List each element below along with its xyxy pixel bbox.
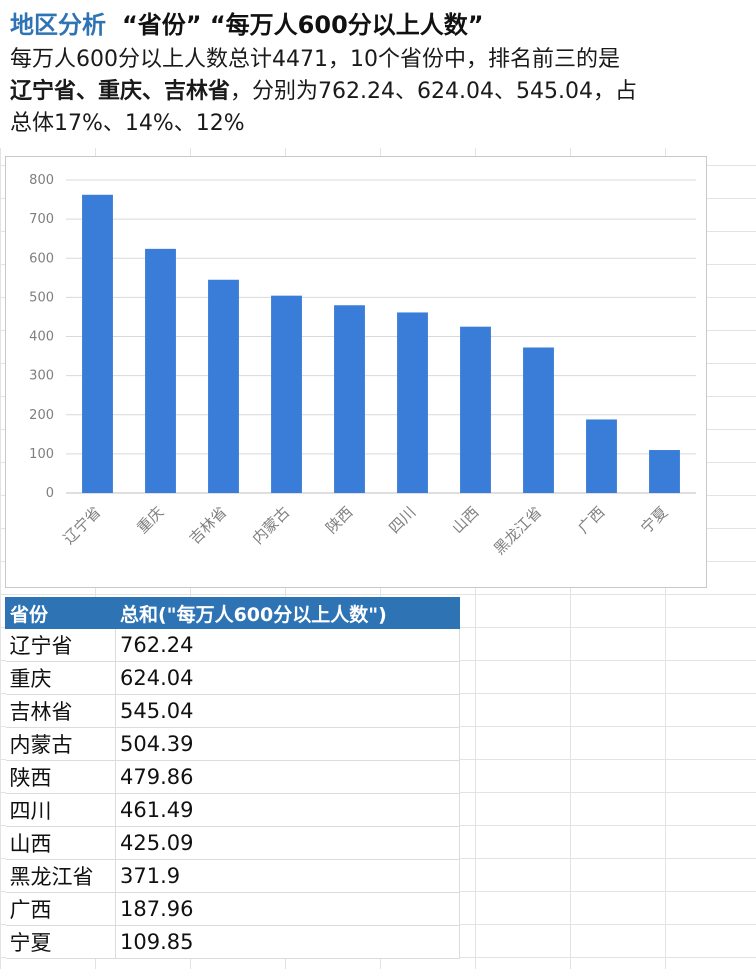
y-tick-label: 600 [29,251,54,266]
x-tick-label: 四川 [385,503,419,537]
x-tick-label: 吉林省 [186,503,231,548]
x-tick-label: 重庆 [133,503,167,537]
column-header-total[interactable]: 总和("每万人600分以上人数") [115,597,460,629]
x-tick-label: 内蒙古 [249,503,294,548]
table-row: 宁夏 109.85 [5,925,460,959]
y-tick-label: 800 [29,173,54,188]
table-row: 吉林省 545.04 [5,694,460,728]
y-tick-label: 100 [29,447,54,462]
cell-province[interactable]: 广西 [5,892,116,926]
cell-province[interactable]: 山西 [5,826,116,860]
table-header-row: 省份 总和("每万人600分以上人数") [5,597,460,629]
analysis-header: 地区分析 “省份” “每万人600分以上人数” 每万人600分以上人数总计447… [0,0,756,148]
summary-text: 每万人600分以上人数总计4471，10个省份中，排名前三的是 辽宁省、重庆、吉… [10,44,746,140]
bar[interactable] [334,305,365,493]
y-tick-label: 700 [29,212,54,227]
bar[interactable] [397,312,428,493]
cell-total[interactable]: 624.04 [115,661,460,695]
bar-chart[interactable]: 0 100 200 300 400 500 600 700 800 辽宁省 重庆 吉林省 内蒙古 陕西 四川… [5,156,707,588]
y-tick-label: 500 [29,290,54,305]
table-row: 辽宁省 762.24 [5,628,460,662]
cell-province[interactable]: 辽宁省 [5,628,116,662]
cell-province[interactable]: 吉林省 [5,694,116,728]
bar[interactable] [649,450,680,493]
cell-province[interactable]: 黑龙江省 [5,859,116,893]
data-table: 省份 总和("每万人600分以上人数") 辽宁省 762.24 重庆 624.04 吉林… [5,597,460,959]
cell-total[interactable]: 425.09 [115,826,460,860]
table-row: 黑龙江省 371.9 [5,859,460,893]
cell-total[interactable]: 479.86 [115,760,460,794]
table-row: 内蒙古 504.39 [5,727,460,761]
cell-total[interactable]: 187.96 [115,892,460,926]
x-tick-label: 广西 [574,503,608,537]
summary-top3: 辽宁省、重庆、吉林省 [10,79,231,104]
bar[interactable] [145,248,176,493]
bar[interactable] [271,295,302,493]
x-tick-label: 黑龙江省 [490,503,545,558]
cell-total[interactable]: 371.9 [115,859,460,893]
cell-total[interactable]: 461.49 [115,793,460,827]
summary-line-2-rest: ，分别为762.24、624.04、545.04，占 [230,79,637,104]
bar[interactable] [460,326,491,493]
table-row: 山西 425.09 [5,826,460,860]
summary-line-2: 辽宁省、重庆、吉林省，分别为762.24、624.04、545.04，占 [10,76,746,108]
y-tick-label: 0 [46,486,54,501]
bar[interactable] [208,279,239,493]
table-row: 四川 461.49 [5,793,460,827]
table-row: 广西 187.96 [5,892,460,926]
cell-province[interactable]: 内蒙古 [5,727,116,761]
x-tick-label: 山西 [448,503,482,537]
table-row: 重庆 624.04 [5,661,460,695]
x-tick-label: 宁夏 [637,503,671,537]
y-tick-label: 300 [29,369,54,384]
cell-total[interactable]: 762.24 [115,628,460,662]
cell-province[interactable]: 四川 [5,793,116,827]
y-tick-label: 200 [29,408,54,423]
x-tick-label: 陕西 [322,503,356,537]
title-prefix: 地区分析 [10,10,106,39]
x-tick-label: 辽宁省 [60,503,105,548]
cell-province[interactable]: 重庆 [5,661,116,695]
bar[interactable] [523,347,554,493]
cell-total[interactable]: 504.39 [115,727,460,761]
page-title: 地区分析 “省份” “每万人600分以上人数” [10,0,746,44]
table-row: 陕西 479.86 [5,760,460,794]
y-tick-label: 400 [29,330,54,345]
summary-line-3: 总体17%、14%、12% [10,111,245,136]
cell-total[interactable]: 545.04 [115,694,460,728]
column-header-province[interactable]: 省份 [5,597,116,629]
cell-total[interactable]: 109.85 [115,925,460,959]
summary-line-1: 每万人600分以上人数总计4471，10个省份中，排名前三的是 [10,47,620,72]
title-subject: “省份” “每万人600分以上人数” [122,10,484,39]
bar-chart-svg: 0 100 200 300 400 500 600 700 800 辽宁省 重庆 吉林省 内蒙古 陕西 四川… [29,173,696,558]
bar[interactable] [586,419,617,493]
cell-province[interactable]: 宁夏 [5,925,116,959]
cell-province[interactable]: 陕西 [5,760,116,794]
bar[interactable] [82,194,113,493]
